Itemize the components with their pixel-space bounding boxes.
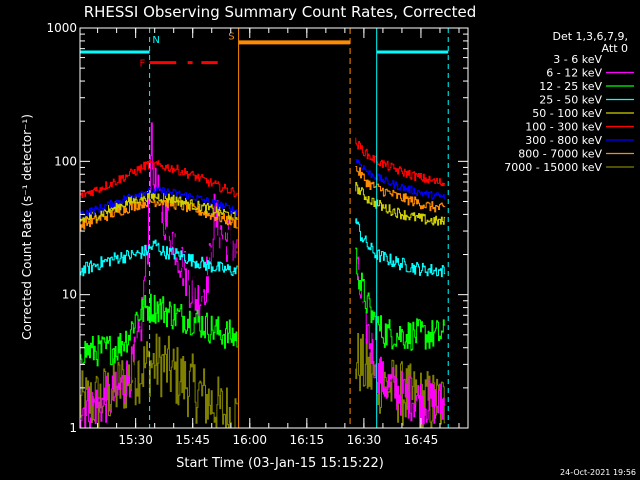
chart-title: RHESSI Observing Summary Count Rates, Co… [84,3,477,21]
series-trace-2-seg-0 [132,188,238,381]
y-tick-label-3: 1000 [46,21,77,35]
x-tick-label-5: 16:45 [404,433,439,447]
series-trace-8-seg-0 [80,159,238,198]
legend-label-1: 6 - 12 keV [546,67,602,80]
x-tick-label-2: 16:00 [232,433,267,447]
series-trace-5-seg-0 [80,196,238,231]
y-axis-label: Corrected Count Rate (s⁻¹ detector⁻¹) [20,114,34,340]
legend-label-6: 300 - 800 keV [525,134,602,147]
axes: N F S 1 10 100 1000 15:30 15:45 16:00 16:15 16:30 16… [46,21,469,447]
marker-F: F [140,59,146,70]
series-trace-4-seg-0 [80,239,238,277]
series-trace-1-seg-0 [80,122,238,428]
marker-S: S [228,31,234,42]
plot-frame [79,27,469,429]
series-trace-1-seg-1 [355,256,446,425]
legend-label-5: 100 - 300 keV [525,121,602,134]
x-tick-label-0: 15:30 [118,433,153,447]
series-trace-5-seg-1 [355,166,446,213]
legend-label-4: 50 - 100 keV [532,107,602,120]
series-trace-7-seg-0 [80,186,238,219]
series-trace-3-seg-1 [355,247,446,351]
legend-label-7: 800 - 7000 keV [518,148,602,161]
legend-header-0: Det 1,3,6,7,9, [552,30,628,43]
legend-label-2: 12 - 25 keV [539,80,602,93]
x-tick-label-3: 16:15 [290,433,325,447]
series-trace-6-seg-0 [80,190,238,222]
legend-label-3: 25 - 50 keV [539,94,602,107]
marker-N: N [152,35,159,46]
y-tick-label-2: 100 [54,154,77,168]
y-tick-label-0: 1 [69,421,77,435]
y-tick-label-1: 10 [62,288,77,302]
series-trace-3-seg-0 [80,293,238,367]
series-trace-4-seg-1 [355,218,446,278]
plot-area [80,28,449,428]
legend-label-8: 7000 - 15000 keV [504,161,602,174]
legend-header-1: Att 0 [602,42,628,55]
x-tick-label-1: 15:45 [175,433,210,447]
series-trace-0-seg-0 [80,333,238,428]
series-trace-7-seg-1 [355,159,446,200]
series-trace-8-seg-1 [355,137,446,187]
series-trace-6-seg-1 [355,182,446,226]
footer-timestamp: 24-Oct-2021 19:56 [560,468,636,477]
legend-label-0: 3 - 6 keV [553,53,602,66]
x-axis-label: Start Time (03-Jan-15 15:15:22) [176,456,384,471]
x-tick-label-4: 16:30 [347,433,382,447]
